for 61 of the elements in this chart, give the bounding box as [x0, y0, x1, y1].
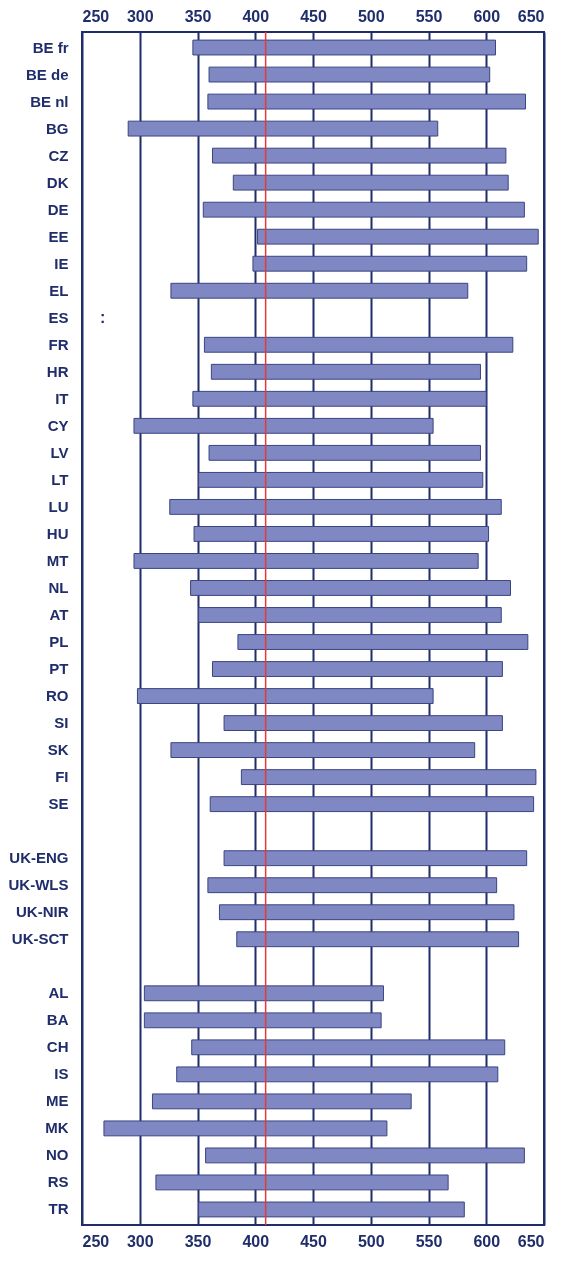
y-tick-label: SK — [47, 741, 69, 759]
y-tick-label: DK — [46, 173, 69, 191]
y-tick-label: BE nl — [30, 92, 69, 110]
x2-tick-label: 400 — [242, 1232, 270, 1250]
x2-tick-label: 250 — [82, 1232, 110, 1250]
y-tick-label: IE — [54, 254, 69, 272]
y-tick-label: RO — [46, 687, 69, 705]
y-tick-label: EL — [49, 281, 69, 299]
x-tick-label: 450 — [300, 7, 327, 25]
y-tick-label: TR — [48, 1200, 69, 1218]
y-tick-label: AT — [49, 605, 69, 623]
y-tick-label: UK-NIR — [16, 903, 69, 921]
x-tick-label: 300 — [126, 7, 154, 25]
y-tick-label: NO — [46, 1146, 69, 1164]
y-tick-label: MT — [46, 551, 69, 569]
y-tick-label: BG — [46, 119, 69, 137]
y-tick-label: CY — [47, 416, 69, 434]
x-tick-label: 400 — [242, 7, 270, 25]
y-tick-label: MK — [45, 1119, 69, 1137]
x2-tick-label: 600 — [473, 1232, 501, 1250]
text: : — [100, 308, 106, 326]
y-tick-label: LV — [50, 443, 69, 461]
x-tick-label: 250 — [82, 7, 110, 25]
y-tick-label: IS — [54, 1065, 69, 1083]
y-tick-label: UK-SCT — [11, 930, 69, 948]
y-tick-label: BA — [46, 1011, 69, 1029]
y-tick-label: RS — [47, 1173, 69, 1191]
x-tick-label: 600 — [473, 7, 501, 25]
y-tick-label: ES — [48, 308, 69, 326]
x2-tick-label: 650 — [517, 1232, 545, 1250]
y-tick-label: EE — [48, 227, 69, 245]
x2-tick-label: 350 — [184, 1232, 212, 1250]
y-tick-label: CZ — [48, 146, 69, 164]
y-tick-label: PT — [49, 660, 69, 678]
y-tick-label: FI — [55, 768, 69, 786]
x-tick-label: 550 — [415, 7, 443, 25]
y-tick-label: HU — [46, 524, 69, 542]
y-tick-label: FR — [48, 335, 69, 353]
y-tick-label: ME — [46, 1092, 69, 1110]
x2-tick-label: 300 — [126, 1232, 154, 1250]
y-tick-label: AL — [48, 984, 69, 1002]
y-tick-label: BE fr — [32, 38, 69, 56]
y-tick-label: HR — [46, 362, 69, 380]
y-tick-label: UK-ENG — [9, 849, 69, 867]
y-tick-label: CH — [46, 1038, 69, 1056]
x2-tick-label: 500 — [357, 1232, 385, 1250]
y-tick-label: SI — [54, 714, 69, 732]
y-tick-label: DE — [47, 200, 69, 218]
y-tick-label: LT — [51, 470, 69, 488]
y-tick-label: BE de — [25, 65, 69, 83]
y-tick-label: IT — [55, 389, 69, 407]
y-tick-label: UK-WLS — [8, 876, 69, 894]
y-tick-label: LU — [48, 497, 69, 515]
y-tick-label: SE — [48, 795, 69, 813]
y-tick-label: NL — [48, 578, 69, 596]
x-tick-label: 500 — [357, 7, 385, 25]
x-tick-label: 650 — [517, 7, 545, 25]
x-tick-label: 350 — [184, 7, 212, 25]
x2-tick-label: 450 — [300, 1232, 327, 1250]
x2-tick-label: 550 — [415, 1232, 443, 1250]
y-tick-label: PL — [49, 633, 69, 651]
